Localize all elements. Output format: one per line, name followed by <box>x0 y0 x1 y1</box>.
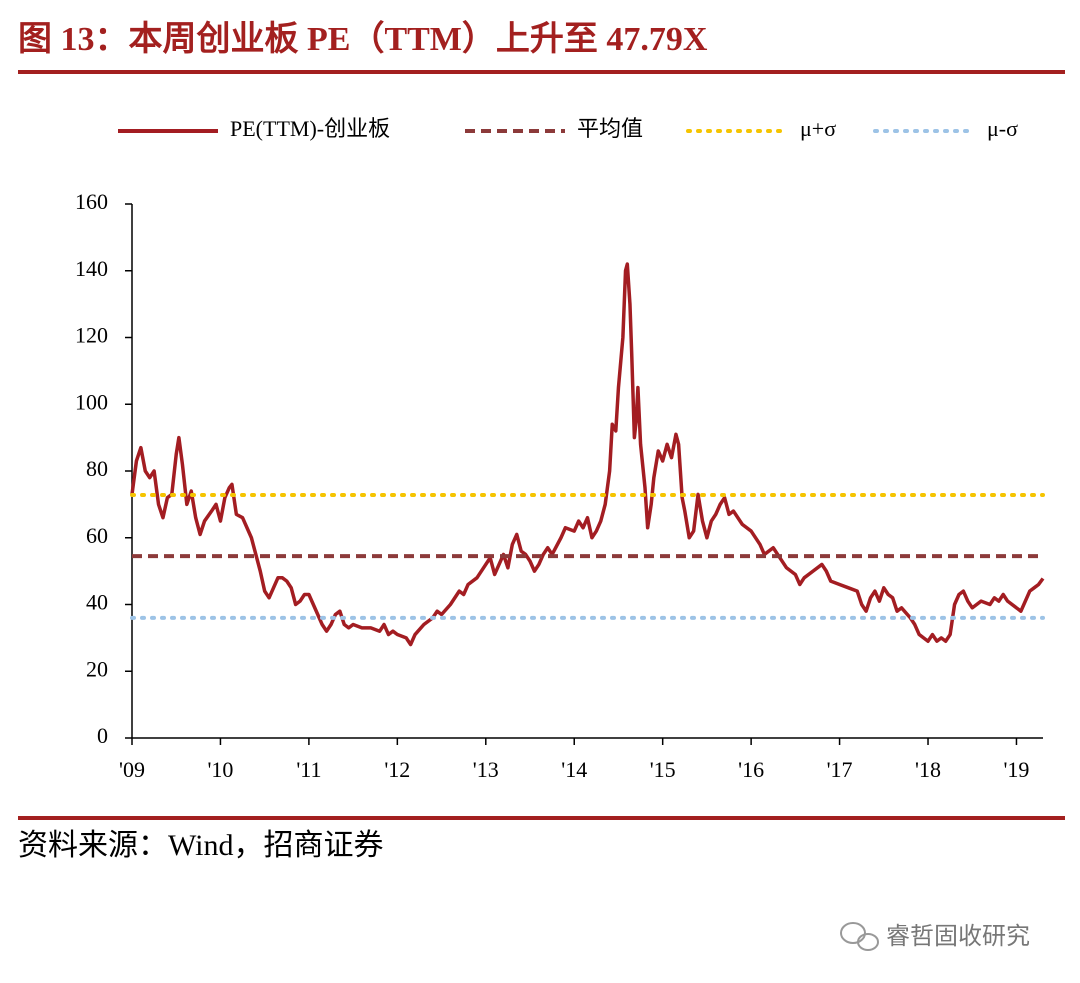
x-tick-label: '18 <box>915 757 941 782</box>
x-tick-label: '17 <box>827 757 853 782</box>
legend-label: 平均值 <box>577 116 643 141</box>
x-tick-label: '16 <box>738 757 764 782</box>
title-rule <box>18 70 1065 74</box>
watermark: 睿哲固收研究 <box>886 922 1030 950</box>
x-tick-label: '19 <box>1003 757 1029 782</box>
x-tick-label: '11 <box>296 757 321 782</box>
watermark-icon <box>840 922 879 951</box>
y-tick-label: 80 <box>86 456 108 481</box>
source: 资料来源：Wind，招商证券 <box>18 829 383 862</box>
x-tick-label: '13 <box>473 757 499 782</box>
y-tick-label: 60 <box>86 523 108 548</box>
chart-title: 图 13：本周创业板 PE（TTM）上升至 47.79X <box>18 19 708 58</box>
series-line <box>130 262 1045 647</box>
x-tick-label: '12 <box>384 757 410 782</box>
y-tick-label: 160 <box>75 189 108 214</box>
source-rule <box>18 816 1065 820</box>
x-tick-label: '15 <box>650 757 676 782</box>
legend-label: PE(TTM)-创业板 <box>230 116 390 141</box>
y-tick-label: 20 <box>86 656 108 681</box>
x-tick-label: '09 <box>119 757 145 782</box>
legend-label: μ+σ <box>800 116 836 141</box>
y-tick-label: 40 <box>86 590 108 615</box>
legend-label: μ-σ <box>987 116 1018 141</box>
x-tick-label: '14 <box>561 757 587 782</box>
x-tick-label: '10 <box>207 757 233 782</box>
y-tick-label: 100 <box>75 389 108 414</box>
y-tick-label: 140 <box>75 256 108 281</box>
y-tick-label: 0 <box>97 723 108 748</box>
y-tick-label: 120 <box>75 323 108 348</box>
